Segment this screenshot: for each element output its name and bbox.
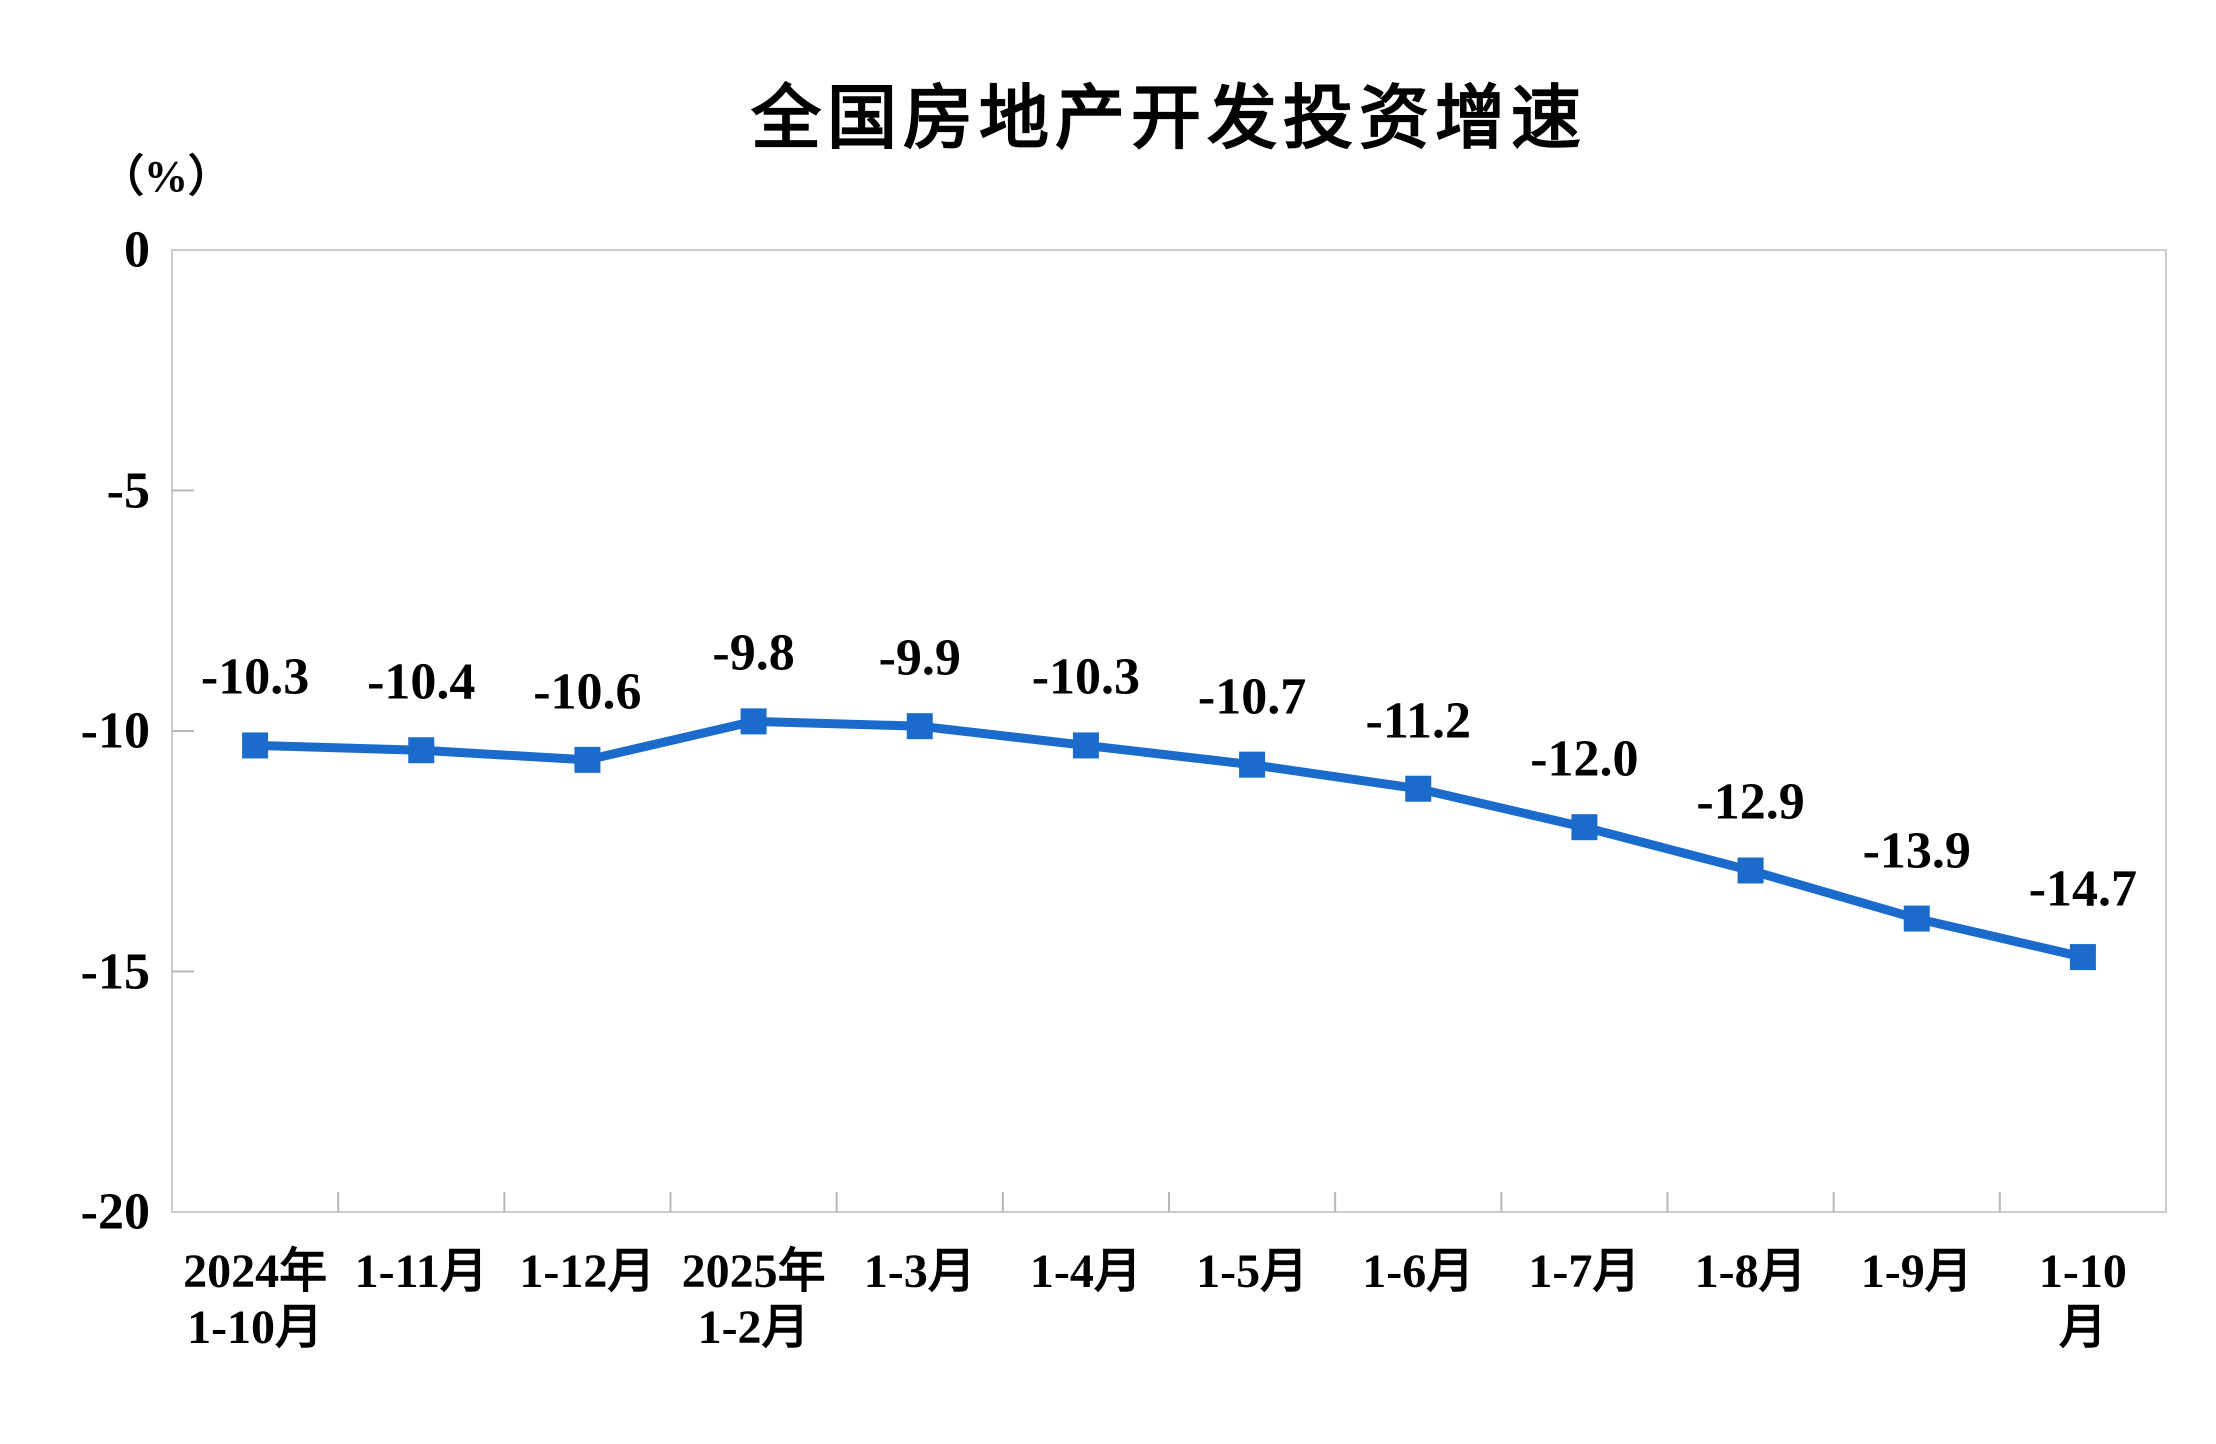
data-point-marker bbox=[242, 732, 269, 759]
y-tick-label: -20 bbox=[80, 1183, 150, 1241]
x-tick-label: 2024年 1-10月 bbox=[183, 1245, 328, 1354]
data-point-label: -14.7 bbox=[2028, 860, 2138, 918]
data-point-label: -9.8 bbox=[712, 624, 795, 682]
data-point-label: -12.9 bbox=[1696, 773, 1805, 831]
data-point-marker bbox=[1239, 751, 1266, 778]
data-point-label: -10.3 bbox=[1031, 648, 1141, 706]
x-tick-label: 1-4月 bbox=[1029, 1245, 1142, 1298]
data-point-marker bbox=[1571, 814, 1598, 841]
series-line bbox=[250, 716, 2088, 962]
data-point-marker bbox=[740, 708, 767, 735]
data-point-marker bbox=[408, 737, 435, 764]
x-tick-label: 1-11月 bbox=[354, 1245, 488, 1298]
y-tick-label: -10 bbox=[80, 702, 150, 760]
data-point-label: -10.7 bbox=[1197, 668, 1307, 726]
x-tick-label: 1-3月 bbox=[863, 1245, 976, 1298]
y-axis-unit-label: （%） bbox=[100, 152, 232, 201]
x-tick-label: 1-7月 bbox=[1528, 1245, 1641, 1298]
x-tick-label: 1-12月 bbox=[519, 1245, 656, 1298]
data-point-label: -9.9 bbox=[878, 629, 961, 687]
x-tick-label: 1-9月 bbox=[1860, 1245, 1973, 1298]
data-point-label: -11.2 bbox=[1365, 692, 1471, 750]
data-point-marker bbox=[1405, 775, 1432, 802]
x-tick-label: 2025年 1-2月 bbox=[681, 1245, 826, 1354]
data-point-label: -10.3 bbox=[200, 648, 310, 706]
data-point-marker bbox=[574, 746, 601, 773]
x-tick-label: 1-10月 bbox=[2038, 1245, 2127, 1354]
data-point-marker bbox=[1737, 857, 1764, 884]
y-tick-label: -15 bbox=[80, 943, 150, 1000]
data-point-marker bbox=[1903, 905, 1930, 932]
data-point-marker bbox=[2069, 944, 2096, 971]
chart-title: 全国房地产开发投资增速 bbox=[751, 79, 1587, 157]
plot-border bbox=[171, 249, 2167, 1213]
data-point-marker bbox=[1072, 732, 1099, 759]
data-point-label: -12.0 bbox=[1530, 730, 1639, 788]
data-point-label: -10.6 bbox=[533, 663, 642, 721]
data-point-marker bbox=[906, 713, 933, 740]
x-tick-label: 1-8月 bbox=[1694, 1245, 1807, 1298]
x-tick-label: 1-6月 bbox=[1362, 1245, 1475, 1298]
y-tick-label: -5 bbox=[106, 462, 150, 519]
data-point-label: -10.4 bbox=[367, 653, 476, 711]
data-point-label: -13.9 bbox=[1862, 822, 1971, 880]
x-tick-label: 1-5月 bbox=[1196, 1245, 1309, 1298]
y-tick-label: 0 bbox=[124, 221, 150, 279]
